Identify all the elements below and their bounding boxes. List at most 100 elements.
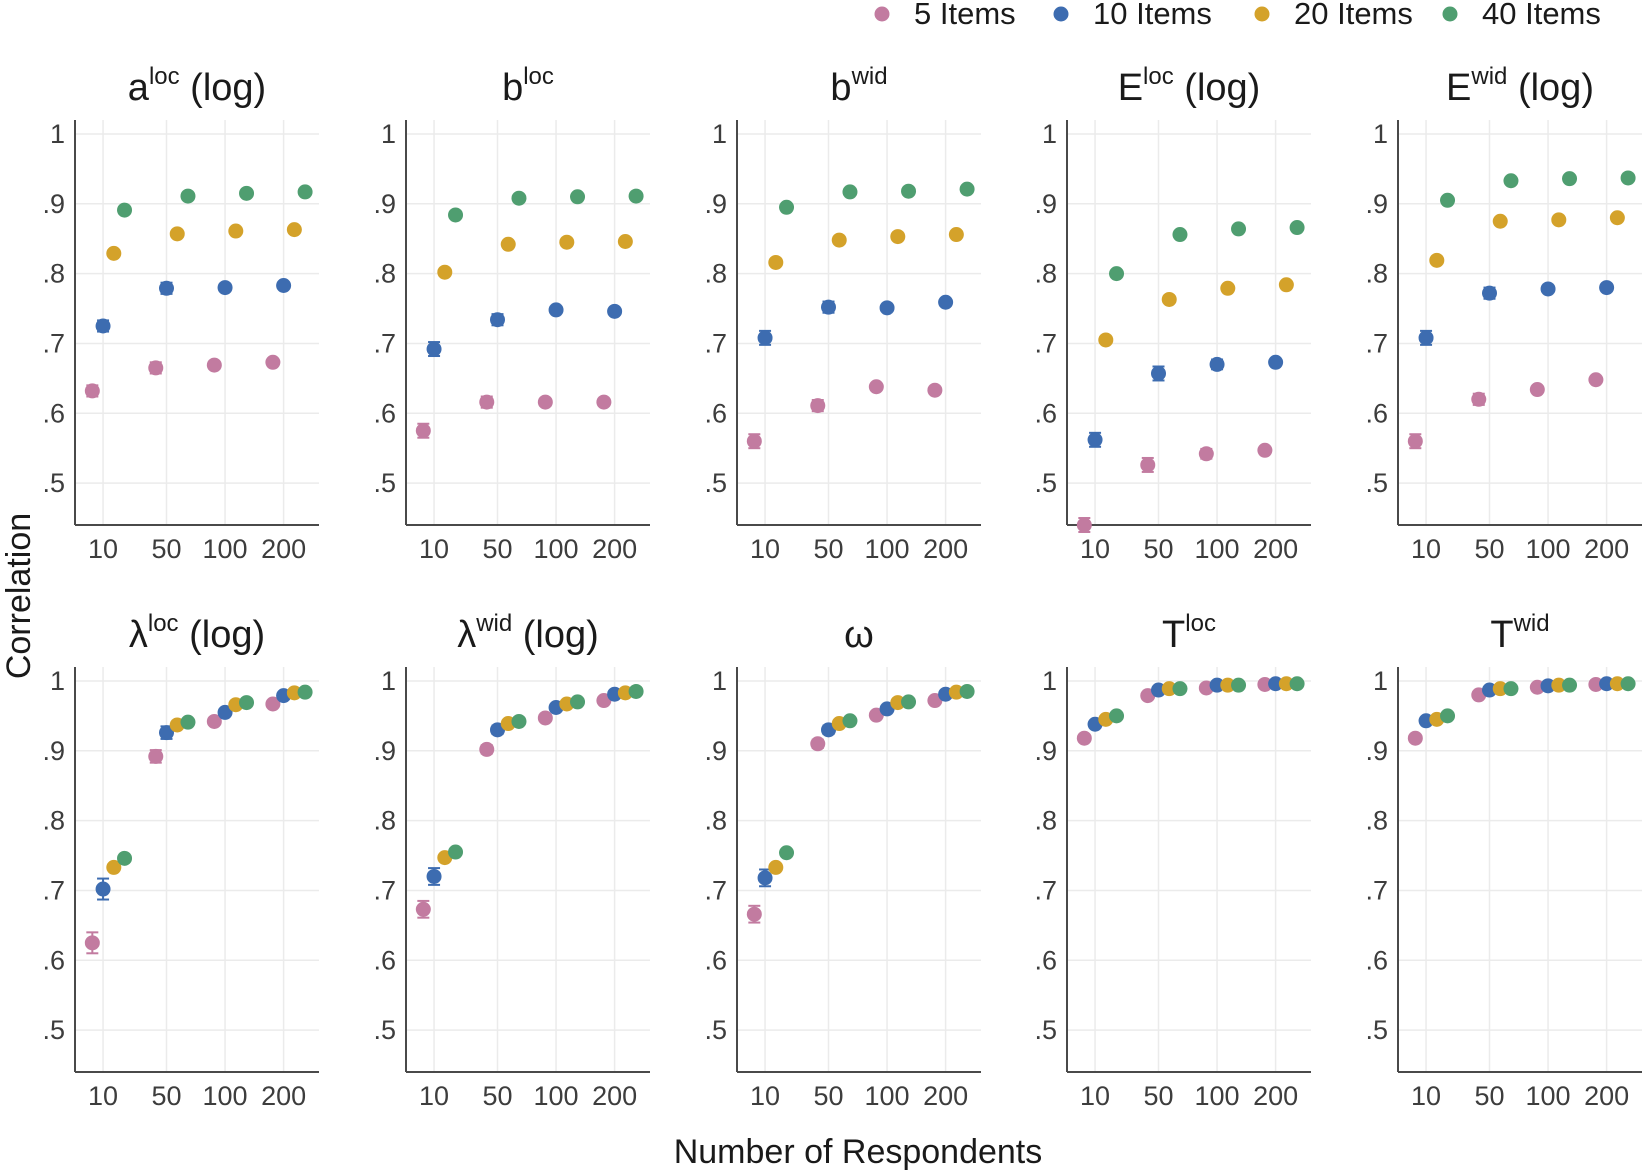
data-point [1161, 681, 1177, 697]
y-tick-label: .5 [1365, 468, 1388, 498]
data-point [148, 360, 164, 376]
panel-title: Ewid (log) [1446, 63, 1594, 109]
data-point [628, 683, 644, 699]
y-tick-label: .6 [42, 398, 65, 428]
x-tick-label: 50 [482, 1081, 512, 1111]
data-point [628, 188, 644, 204]
panel-title-suffix: (log) [512, 614, 599, 656]
y-tick-label: .7 [1365, 875, 1388, 905]
x-tick-label: 10 [1080, 1081, 1110, 1111]
data-point [180, 714, 196, 730]
x-tick-label: 200 [261, 534, 306, 564]
panel-title-superscript: loc [1185, 610, 1216, 637]
data-point [617, 234, 633, 249]
y-tick-label: .9 [1365, 736, 1388, 766]
data-point [426, 341, 442, 357]
data-point [842, 713, 858, 729]
y-tick-label: .7 [42, 328, 65, 358]
data-point [159, 725, 174, 741]
panel-title-superscript: loc [1143, 63, 1174, 90]
panel-title: bwid [830, 63, 887, 109]
data-point [117, 850, 133, 866]
y-tick-label: .8 [704, 259, 727, 289]
y-tick-label: .8 [1034, 806, 1057, 836]
panel-1: .5 .6 .7 .8 .9 1 10 50 100 200 aloc (log) [42, 63, 319, 564]
data-point [159, 280, 174, 296]
legend-swatch [874, 6, 890, 22]
data-point [426, 868, 442, 884]
data-point [1109, 708, 1125, 724]
x-tick-label: 100 [1195, 534, 1240, 564]
data-point [868, 379, 884, 395]
data-point [1231, 677, 1247, 693]
y-tick-label: 1 [381, 119, 396, 149]
x-tick-label: 200 [261, 1081, 306, 1111]
panel-title-base: b [830, 67, 851, 109]
legend-label: 40 Items [1482, 0, 1601, 31]
panel-title: Twid [1490, 610, 1549, 656]
y-tick-label: .6 [704, 398, 727, 428]
data-point [879, 300, 895, 316]
y-tick-label: 1 [50, 119, 65, 149]
panel-title-base: λ [129, 614, 148, 656]
y-tick-label: .9 [1365, 189, 1388, 219]
data-point [1109, 266, 1125, 282]
x-tick-label: 100 [1195, 1081, 1240, 1111]
y-tick-label: .6 [1034, 945, 1057, 975]
data-point [1429, 252, 1445, 268]
x-tick-label: 200 [923, 534, 968, 564]
y-tick-label: .8 [373, 806, 396, 836]
panel-title-superscript: wid [475, 610, 512, 637]
x-tick-label: 50 [813, 1081, 843, 1111]
x-tick-label: 50 [813, 534, 843, 564]
data-point [239, 695, 255, 711]
y-tick-label: 1 [1042, 119, 1057, 149]
y-tick-label: .8 [373, 259, 396, 289]
data-point [1562, 171, 1578, 187]
data-point [1268, 676, 1284, 692]
y-tick-label: .5 [42, 1015, 65, 1045]
y-tick-label: .5 [1365, 1015, 1388, 1045]
legend-swatch [1053, 6, 1069, 22]
x-tick-label: 10 [419, 534, 449, 564]
data-point [1482, 285, 1497, 301]
x-tick-label: 10 [750, 534, 780, 564]
data-point [511, 713, 527, 729]
data-point [1098, 332, 1114, 348]
data-point [1503, 681, 1519, 697]
data-point [1076, 517, 1092, 533]
data-point [1609, 210, 1625, 226]
data-point [959, 683, 975, 699]
panel-2: .5 .6 .7 .8 .9 1 10 50 100 200 bloc [373, 63, 650, 564]
data-point [1562, 677, 1578, 693]
data-point [810, 398, 826, 414]
data-point [1172, 227, 1188, 243]
legend-label: 20 Items [1294, 0, 1413, 31]
data-point [1278, 277, 1294, 293]
panel-9: .5 .6 .7 .8 .9 1 10 50 100 200 Tloc [1034, 610, 1311, 1111]
x-axis-title: Number of Respondents [674, 1133, 1043, 1171]
data-point [831, 232, 847, 248]
data-point [959, 181, 975, 197]
data-point [106, 859, 122, 875]
data-point [1220, 280, 1236, 296]
data-point [927, 382, 943, 398]
data-point [1440, 192, 1456, 208]
y-tick-label: .7 [1034, 875, 1057, 905]
data-point [1551, 212, 1567, 228]
data-point [1257, 676, 1273, 692]
data-point [1151, 365, 1166, 381]
data-point [1076, 730, 1092, 746]
legend-swatch [1254, 6, 1270, 22]
y-tick-label: 1 [1042, 666, 1057, 696]
y-tick-label: .6 [373, 398, 396, 428]
panel-title-suffix: (log) [1174, 67, 1261, 109]
panel-title-base: ω [844, 614, 874, 656]
x-tick-label: 10 [1411, 1081, 1441, 1111]
x-tick-label: 10 [419, 1081, 449, 1111]
y-tick-label: .9 [704, 736, 727, 766]
x-tick-label: 50 [1143, 534, 1173, 564]
y-tick-label: .5 [1034, 468, 1057, 498]
legend: 5 Items 10 Items 20 Items 40 Items [874, 0, 1601, 31]
